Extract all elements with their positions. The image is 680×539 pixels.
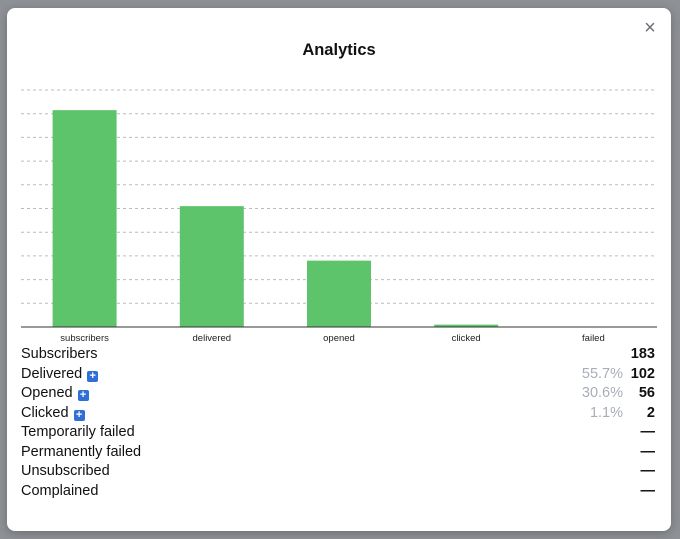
- stat-label: Unsubscribed: [21, 463, 110, 479]
- stat-value: 102: [630, 365, 655, 382]
- plus-icon[interactable]: +: [87, 370, 99, 382]
- stat-label: Opened +: [21, 384, 89, 404]
- stat-percent: 1.1%: [589, 404, 623, 421]
- stat-row-complained: Complained —: [21, 482, 657, 502]
- stat-value: 56: [638, 385, 655, 401]
- stat-label-text: Opened: [21, 385, 73, 401]
- stats-list: Subscribers 183 Delivered + 55.7% 102 Ope…: [21, 345, 657, 501]
- plus-icon[interactable]: +: [73, 409, 85, 421]
- stat-value: 183: [630, 346, 655, 362]
- stat-value: —: [640, 463, 656, 479]
- stat-row-opened: Opened + 30.6% 56: [21, 384, 657, 404]
- stat-row-subscribers: Subscribers 183: [21, 345, 657, 365]
- stat-label: Temporarily failed: [21, 424, 135, 440]
- x-tick-label: failed: [582, 333, 605, 344]
- x-tick-label: opened: [323, 333, 355, 344]
- stat-value: 2: [646, 404, 655, 421]
- stat-percent: 55.7%: [581, 365, 623, 382]
- stat-row-clicked: Clicked + 1.1% 2: [21, 404, 657, 424]
- stat-value: —: [640, 482, 656, 499]
- stat-row-temporarily-failed: Temporarily failed —: [21, 423, 657, 443]
- stat-label: Subscribers: [21, 346, 98, 362]
- analytics-chart: subscribers delivered opened clicked failed: [21, 78, 657, 348]
- modal-title: Analytics: [302, 41, 376, 59]
- stat-label-text: Clicked: [21, 404, 69, 421]
- x-tick-label: delivered: [193, 333, 232, 344]
- bar-opened[interactable]: [307, 260, 371, 327]
- stat-label-text: Delivered: [21, 365, 83, 382]
- x-tick-label: subscribers: [60, 333, 109, 344]
- stat-row-permanently-failed: Permanently failed —: [21, 443, 657, 463]
- chart-svg: subscribers delivered opened clicked failed: [21, 89, 657, 344]
- bar-delivered[interactable]: [179, 206, 244, 327]
- stat-label: Complained: [21, 482, 99, 499]
- close-icon[interactable]: ×: [644, 17, 656, 39]
- stat-label: Permanently failed: [21, 443, 142, 460]
- stat-row-unsubscribed: Unsubscribed —: [21, 462, 657, 482]
- stat-label: Clicked +: [21, 404, 85, 424]
- stat-label: Delivered +: [21, 365, 99, 385]
- stat-value: —: [640, 443, 656, 460]
- analytics-modal: × Analytics subscribers delivered opened cl…: [7, 8, 671, 531]
- plus-icon[interactable]: +: [77, 390, 89, 401]
- x-tick-label: clicked: [452, 333, 481, 344]
- bar-subscribers[interactable]: [52, 110, 117, 327]
- stat-row-delivered: Delivered + 55.7% 102: [21, 365, 657, 385]
- stat-value: —: [640, 424, 656, 440]
- stat-percent: 30.6%: [581, 385, 623, 401]
- bar-clicked[interactable]: [434, 324, 499, 327]
